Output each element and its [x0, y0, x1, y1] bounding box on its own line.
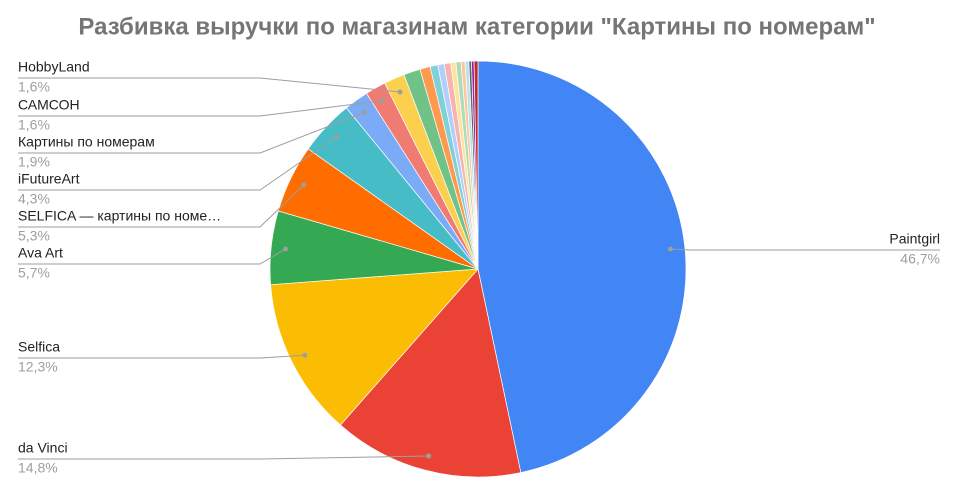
leader-dot — [283, 246, 289, 252]
leader-line — [670, 248, 940, 251]
pie-slice — [477, 60, 687, 473]
slice-value-label: 4,3% — [18, 191, 50, 207]
slice-label: SELFICA — картины по номе… — [18, 208, 221, 224]
leader-line — [18, 184, 305, 228]
leader-dot — [426, 453, 432, 459]
leader-line — [18, 100, 383, 117]
slice-value-label: 5,3% — [18, 228, 50, 244]
slice-label: Картины по номерам — [18, 134, 155, 150]
slice-label: Ava Art — [18, 245, 63, 261]
leader-dot — [380, 98, 386, 104]
pie-slice — [473, 60, 479, 270]
pie-slice — [339, 268, 522, 478]
leader-line — [18, 455, 429, 460]
slice-label: iFutureArt — [18, 171, 80, 187]
leader-line — [18, 136, 337, 191]
leader-dot — [667, 246, 673, 252]
leader-line — [18, 77, 401, 93]
slice-value-label: 14,8% — [18, 460, 58, 476]
slice-label: Paintgirl — [889, 231, 940, 247]
slice-label: da Vinci — [18, 440, 68, 456]
pie-slice — [270, 268, 479, 426]
leader-dot — [334, 134, 340, 140]
slice-value-label: 5,7% — [18, 265, 50, 281]
slice-value-label: 12,3% — [18, 359, 58, 375]
chart-title: Разбивка выручки по магазинам категории … — [78, 13, 875, 40]
leader-line — [18, 354, 305, 359]
slice-value-label: 1,9% — [18, 154, 50, 170]
leader-dot — [301, 182, 307, 188]
slice-label: Selfica — [18, 339, 60, 355]
slice-value-label: 1,6% — [18, 117, 50, 133]
slice-value-label: 1,6% — [18, 79, 50, 95]
slice-value-label: 46,7% — [900, 251, 940, 267]
leader-dot — [302, 352, 308, 358]
slice-label: САМСОН — [18, 97, 80, 113]
leader-line — [18, 111, 365, 154]
leader-line — [18, 248, 286, 265]
slice-label: HobbyLand — [18, 59, 90, 75]
leader-dot — [362, 109, 368, 115]
leader-dot — [397, 89, 403, 95]
